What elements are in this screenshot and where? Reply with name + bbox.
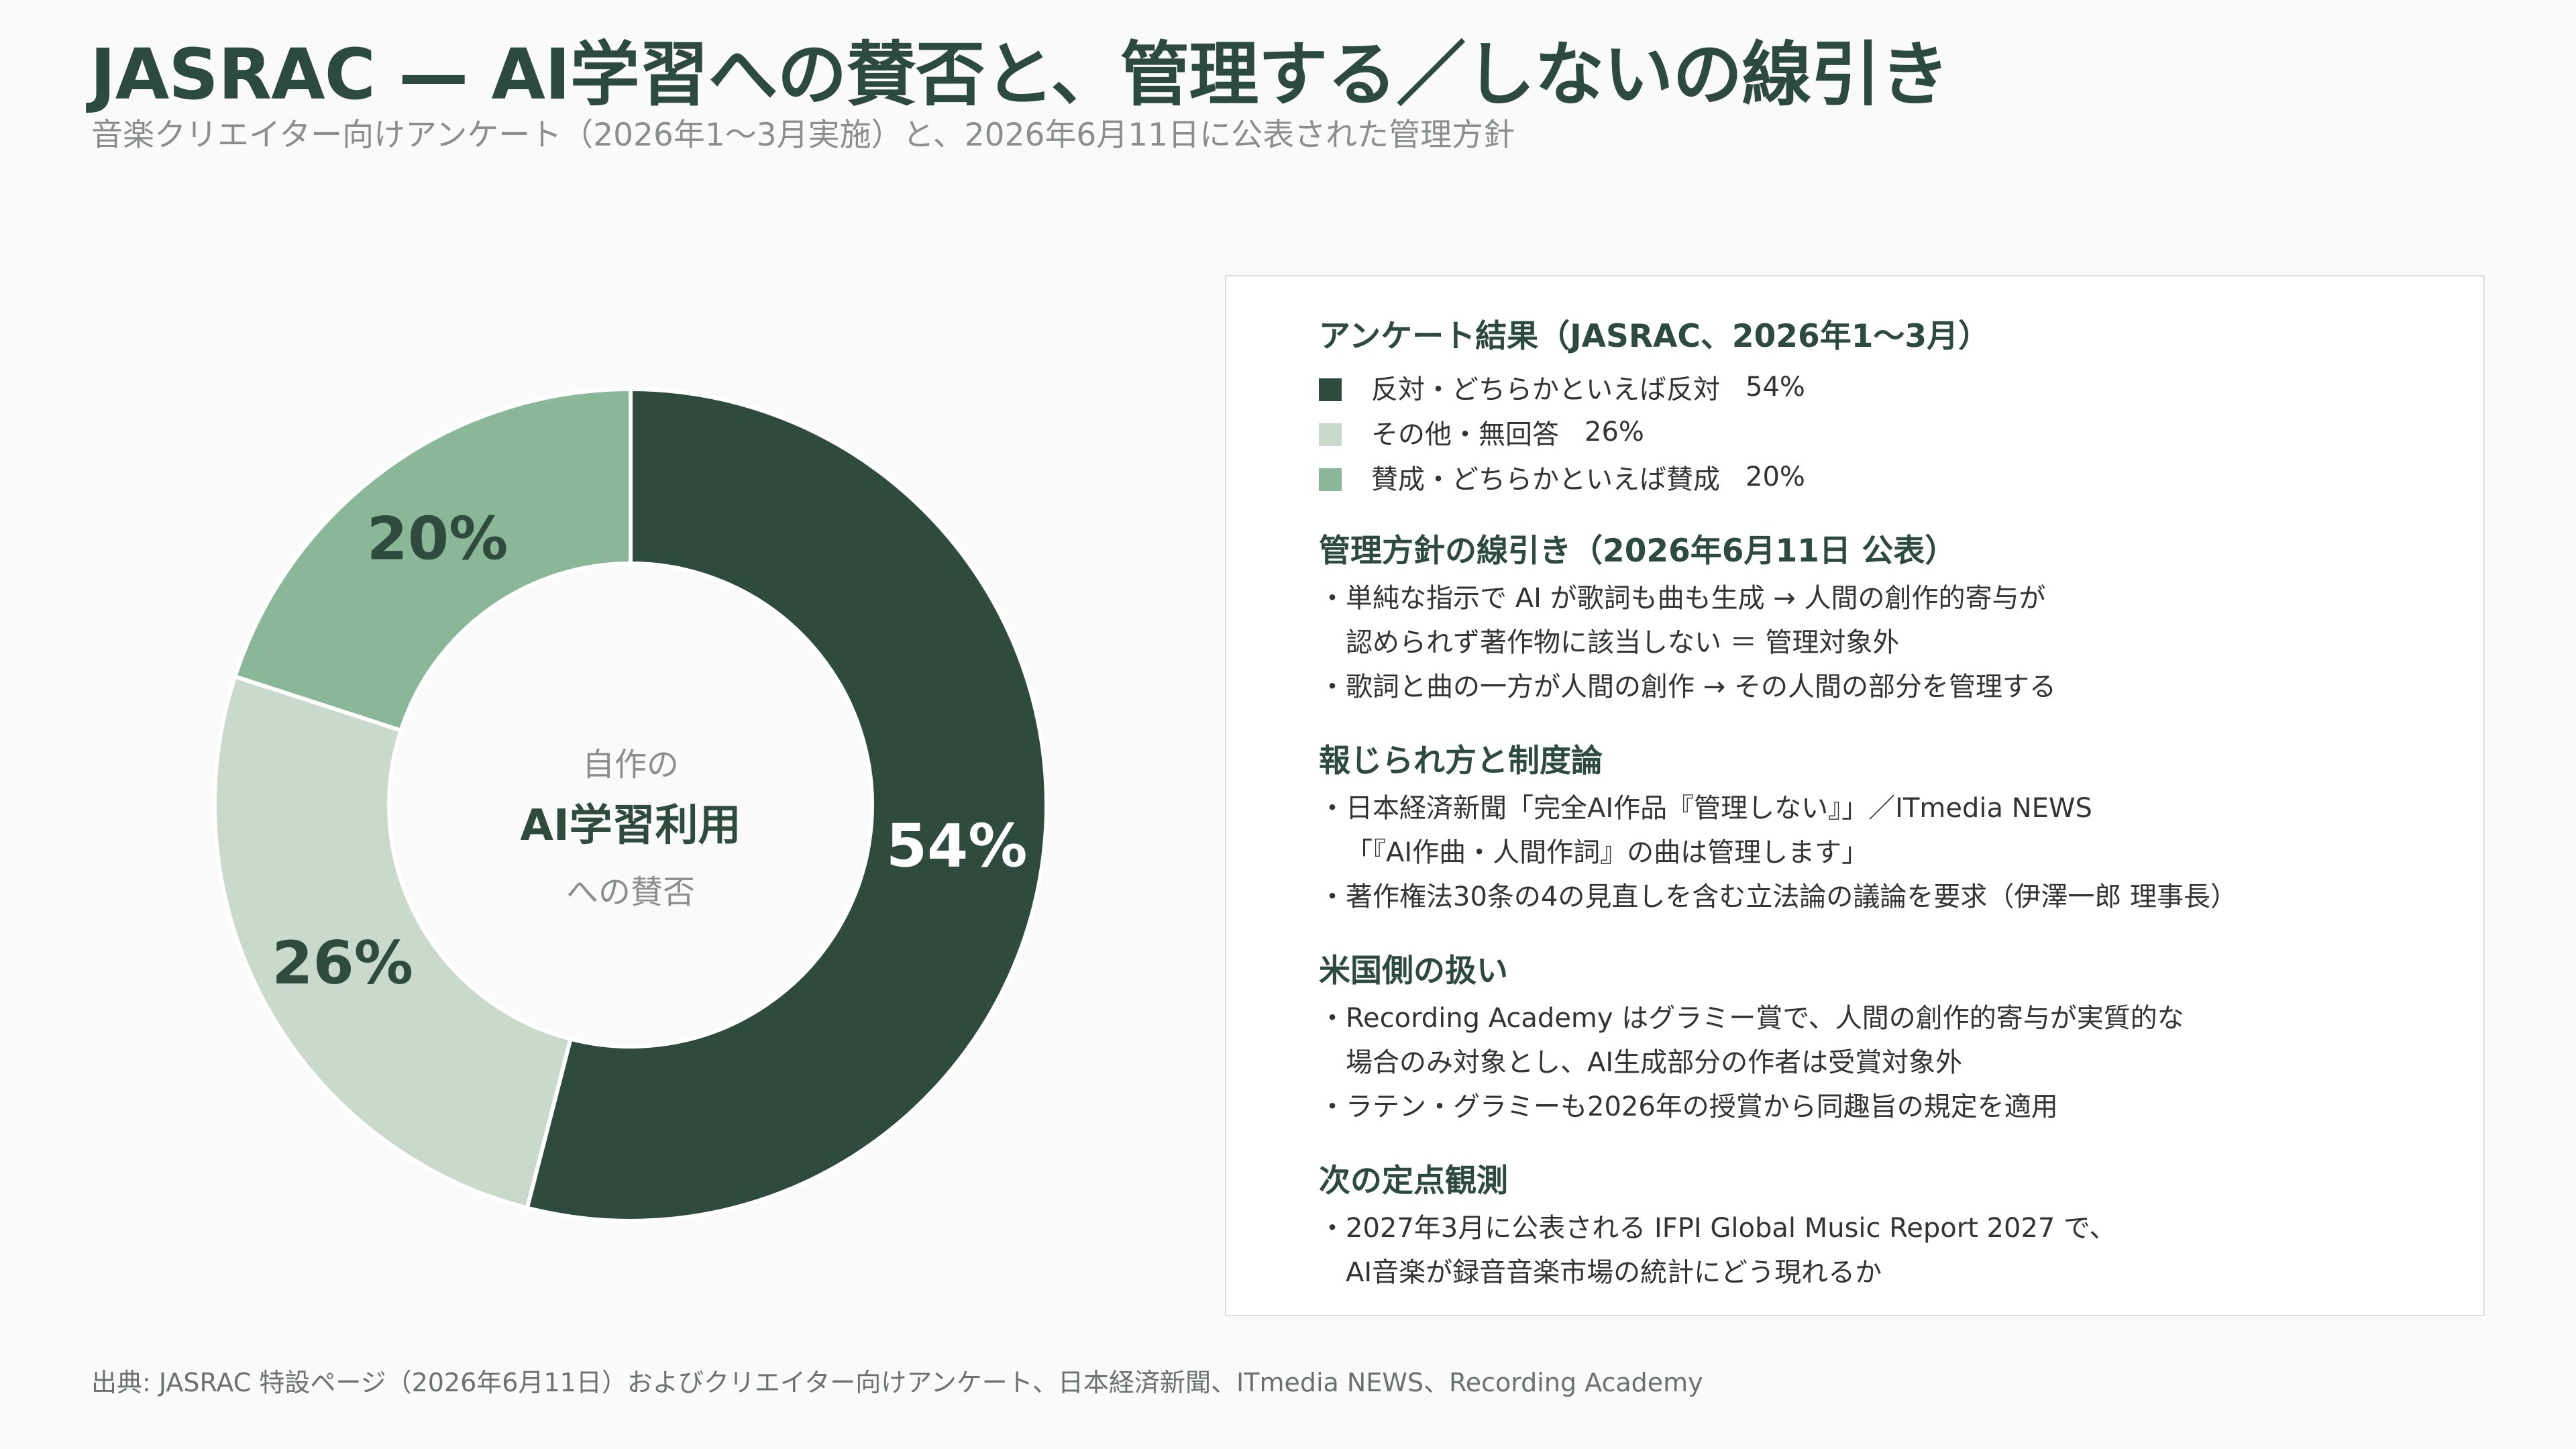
bullet-item: ・単純な指示で AI が歌詞も曲も生成 → 人間の創作的寄与が 認められず著作物…	[1319, 583, 2046, 658]
slice-label-other: 26%	[272, 928, 413, 998]
slice-oppose	[525, 386, 1049, 1223]
legend-value: 54%	[1746, 371, 1805, 402]
bullet-item: ・著作権法30条の4の見直しを含む立法論の議論を要求（伊澤一郎 理事長）	[1319, 881, 2238, 912]
center-label-line1: 自作の	[582, 746, 679, 784]
legend-item-other: その他・無回答 26%	[1319, 409, 2483, 454]
bullet-item: ・ラテン・グラミーも2026年の授賞から同趣旨の規定を適用	[1319, 1091, 2058, 1122]
legend-label: 反対・どちらかといえば反対	[1371, 374, 1720, 405]
section-policy: 管理方針の線引き（2026年6月11日 公表） ・単純な指示で AI が歌詞も曲…	[1319, 525, 2483, 709]
legend-swatch-support	[1319, 468, 1342, 491]
survey-title: アンケート結果（JASRAC、2026年1〜3月）	[1319, 318, 1990, 355]
bullet-item: ・Recording Academy はグラミー賞で、人間の創作的寄与が実質的な…	[1319, 1003, 2184, 1078]
center-label-line3: への賛否	[566, 873, 695, 911]
legend-label: その他・無回答	[1371, 419, 1559, 450]
section-title: 米国側の扱い	[1319, 953, 1508, 989]
slice-label-oppose: 54%	[886, 811, 1028, 880]
legend-item-support: 賛成・どちらかといえば賛成 20%	[1319, 454, 2483, 499]
legend-swatch-other	[1319, 423, 1342, 446]
section-title: 管理方針の線引き（2026年6月11日 公表）	[1319, 533, 1957, 570]
bullet-item: ・2027年3月に公表される IFPI Global Music Report …	[1319, 1213, 2116, 1288]
section-title: 次の定点観測	[1319, 1163, 1508, 1199]
section-us: 米国側の扱い ・Recording Academy はグラミー賞で、人間の創作的…	[1319, 945, 2483, 1129]
section-coverage: 報じられ方と制度論 ・日本経済新聞「完全AI作品『管理しない』」／ITmedia…	[1319, 735, 2483, 919]
legend-item-oppose: 反対・どちらかといえば反対 54%	[1319, 364, 2483, 409]
legend-label: 賛成・どちらかといえば賛成	[1371, 464, 1720, 495]
donut-chart: 54% 26% 20% 自作の AI学習利用 への賛否	[213, 386, 1049, 1223]
section-next: 次の定点観測 ・2027年3月に公表される IFPI Global Music …	[1319, 1155, 2483, 1295]
center-label-line2: AI学習利用	[520, 801, 741, 851]
bullet-item: ・歌詞と曲の一方が人間の創作 → その人間の部分を管理する	[1319, 672, 2056, 702]
slice-other	[213, 674, 574, 1211]
page-title: JASRAC — AI学習への賛否と、管理する／しないの線引き	[90, 34, 1949, 115]
source-note: 出典: JASRAC 特設ページ（2026年6月11日）およびクリエイター向けア…	[91, 1368, 1703, 1397]
legend-value: 26%	[1585, 416, 1644, 447]
legend-value: 20%	[1746, 461, 1805, 492]
section-title: 報じられ方と制度論	[1319, 743, 1603, 780]
legend-swatch-oppose	[1319, 378, 1342, 401]
slice-support	[232, 386, 633, 733]
page-subtitle: 音楽クリエイター向けアンケート（2026年1〜3月実施）と、2026年6月11日…	[91, 117, 1515, 154]
bullet-item: ・日本経済新聞「完全AI作品『管理しない』」／ITmedia NEWS 「『AI…	[1319, 793, 2092, 868]
slice-label-support: 20%	[367, 504, 508, 574]
info-panel: アンケート結果（JASRAC、2026年1〜3月） 反対・どちらかといえば反対 …	[1225, 275, 2485, 1316]
legend: 反対・どちらかといえば反対 54% その他・無回答 26% 賛成・どちらかといえ…	[1319, 364, 2483, 499]
